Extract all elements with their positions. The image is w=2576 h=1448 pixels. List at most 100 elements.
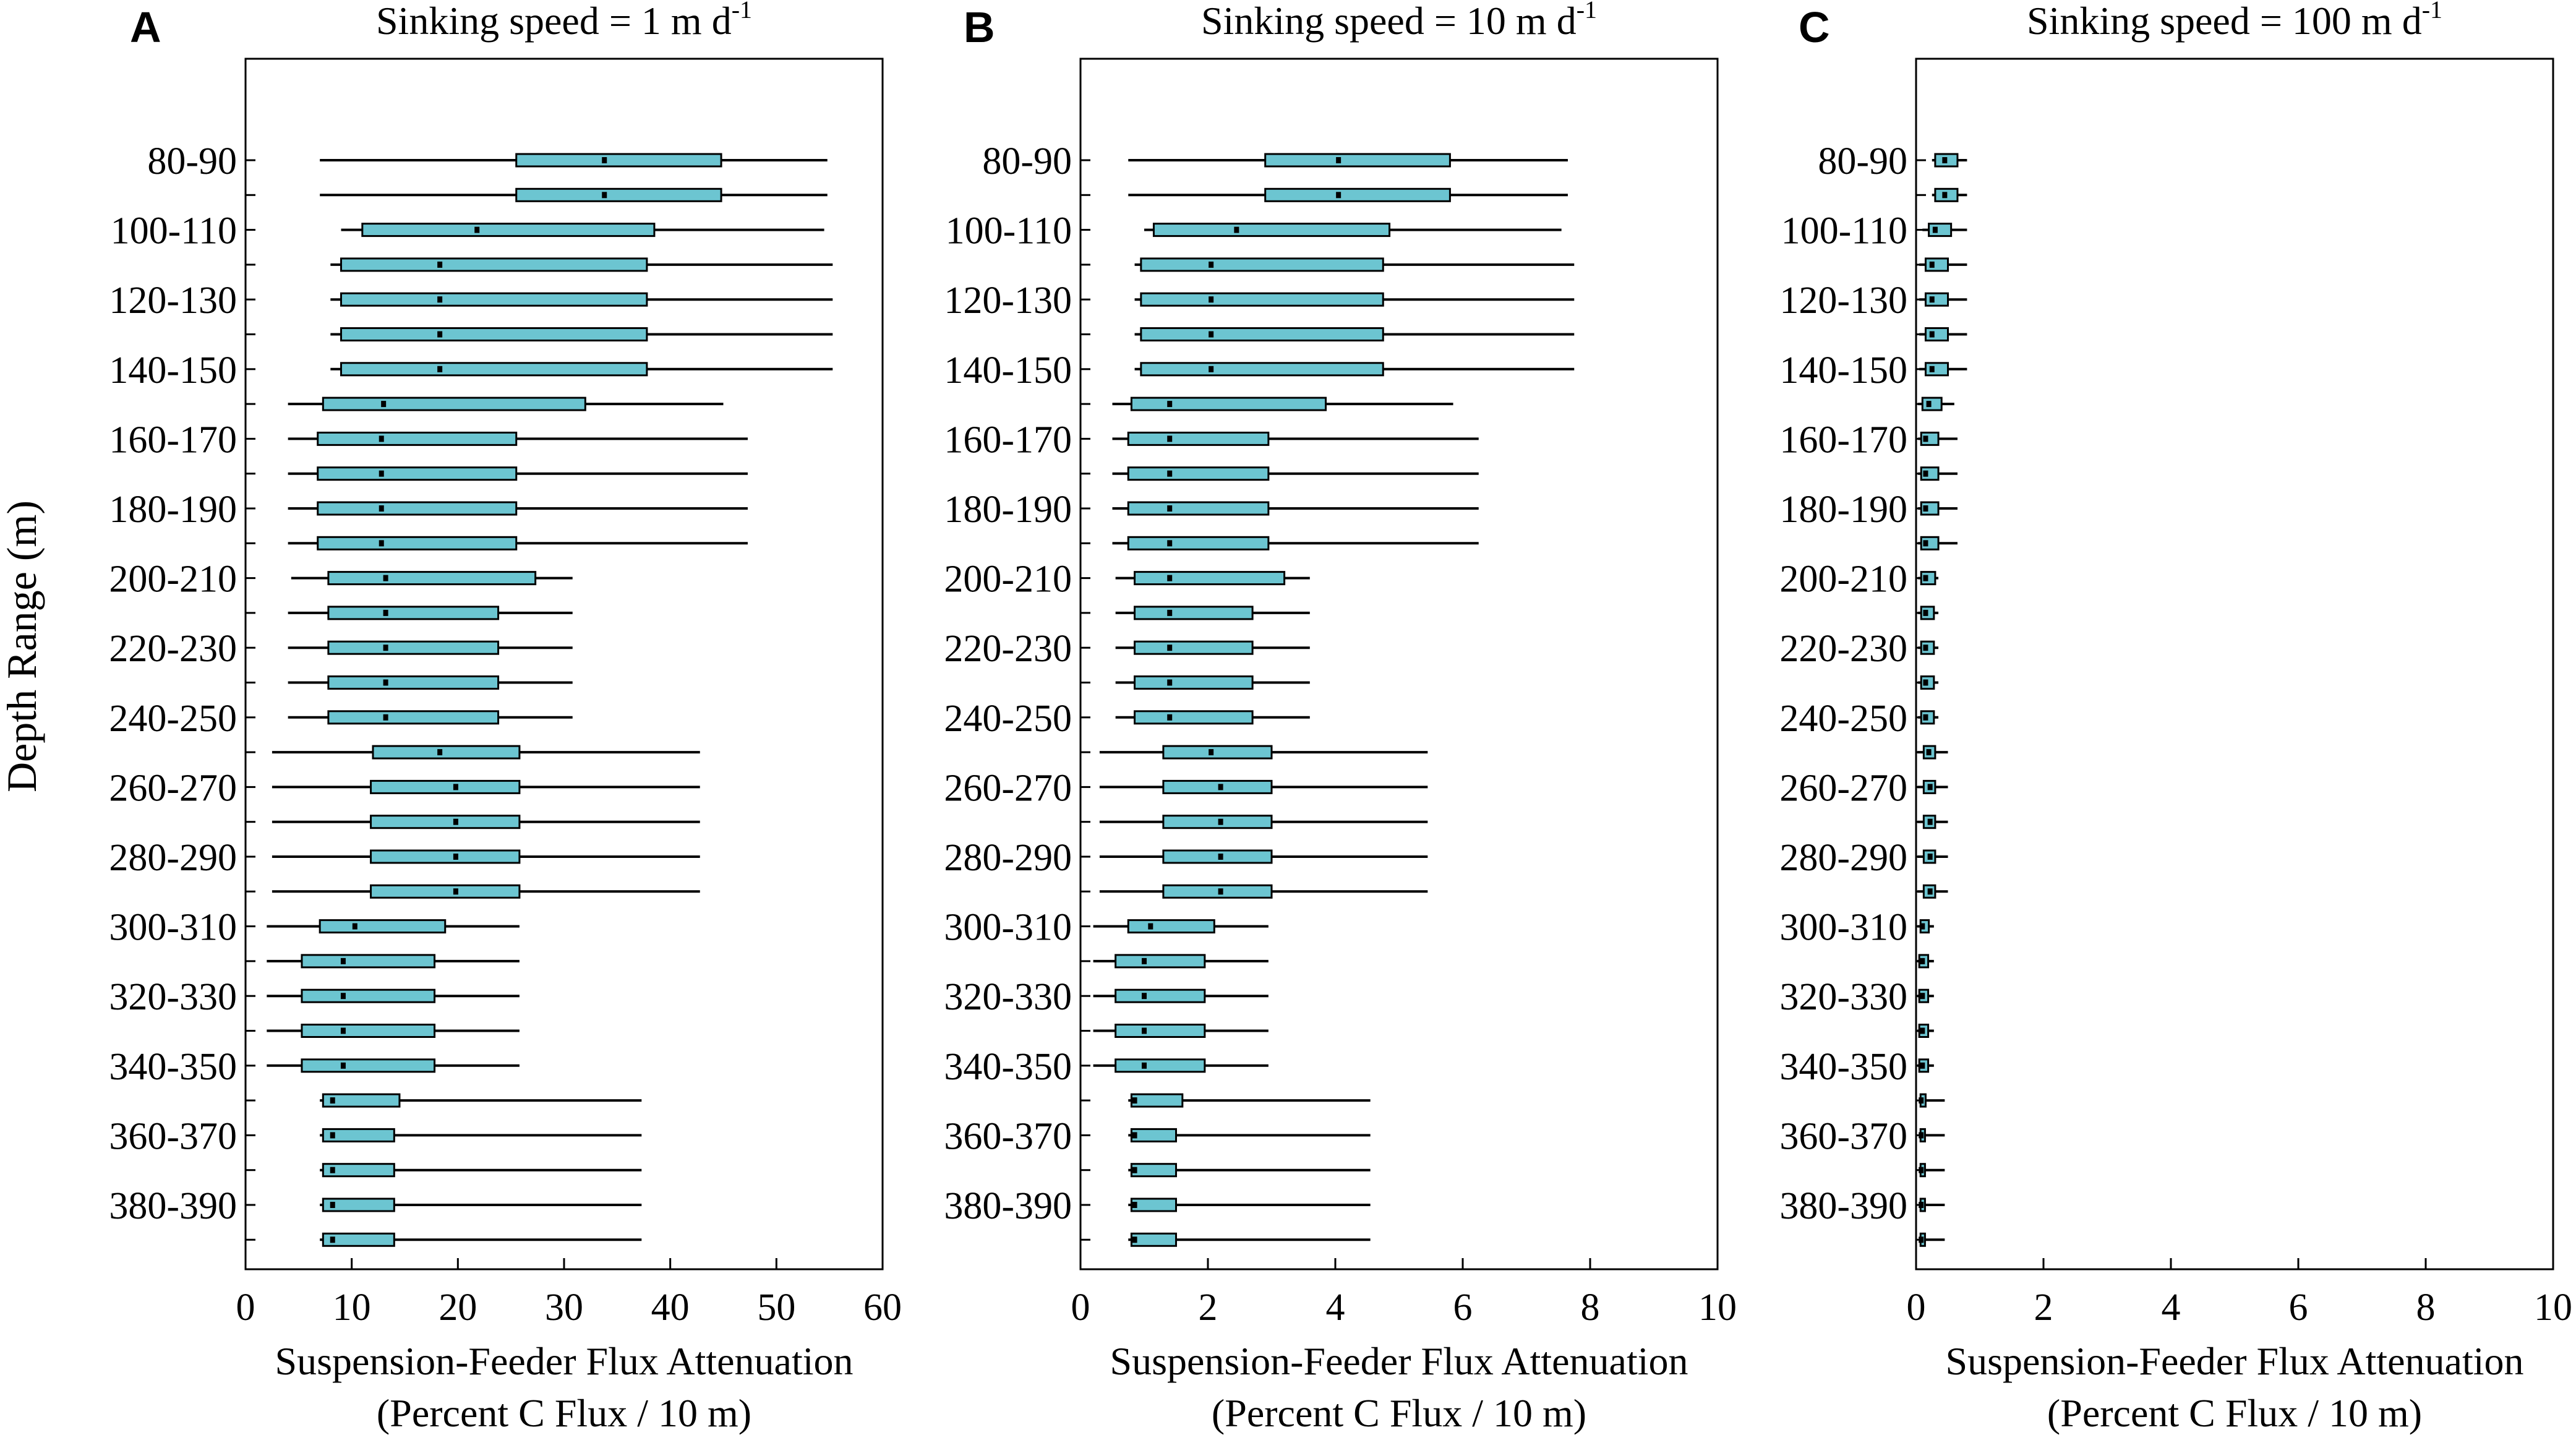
median-marker [383,575,388,581]
y-tick-label: 100-110 [1781,210,1907,252]
iqr-box [1264,187,1451,202]
depth-row-160-170 [1918,431,1958,446]
depth-row-90-100 [1932,187,1967,202]
y-tick-label: 180-190 [109,489,237,531]
median-marker [1218,818,1223,825]
iqr-box [301,988,436,1003]
depth-row-230-240 [288,675,573,690]
median-marker [1927,818,1933,825]
y-tick-label: 280-290 [1779,837,1907,879]
median-marker [1927,854,1933,860]
median-marker [1926,401,1932,408]
panel-title-main: Sinking speed = 1 m d [376,0,732,43]
iqr-box [1264,153,1451,168]
depth-row-280-290 [1917,849,1948,864]
median-marker [1148,923,1153,930]
y-tick-label: 300-310 [1779,907,1907,949]
median-marker [1923,505,1928,512]
y-tick-label: 280-290 [944,837,1072,879]
depth-row-310-320 [267,954,520,969]
depth-row-330-340 [267,1024,520,1038]
median-marker [352,923,357,930]
iqr-box [340,292,648,307]
y-tick-label: 380-390 [944,1185,1072,1227]
depth-row-100-110 [341,223,824,238]
y-tick-label: 280-290 [109,837,237,879]
depth-row-250-260 [272,745,700,760]
iqr-box [317,501,518,516]
median-marker [1923,609,1928,616]
depth-row-350-360 [1128,1093,1371,1108]
y-tick-label: 100-110 [111,210,237,252]
depth-row-80-90 [1932,153,1967,168]
depth-row-230-240 [1115,675,1310,690]
depth-row-310-320 [1093,954,1269,969]
depth-row-340-350 [267,1058,520,1073]
panel-title-superscript: -1 [2422,0,2442,24]
iqr-box [1924,362,1949,377]
depth-row-180-190 [1112,501,1479,516]
panel-title-main: Sinking speed = 100 m d [2027,0,2422,43]
y-tick-label: 340-350 [944,1046,1072,1088]
x-tick-label: 0 [236,1287,255,1329]
median-marker [437,749,443,756]
depth-row-80-90 [1128,153,1568,168]
depth-row-90-100 [320,187,828,202]
median-marker [1209,749,1214,756]
panel-a: A Sinking speed = 1 m d-1 0 10 20 30 40 50 60 80-… [109,0,902,1435]
y-tick-label: 380-390 [1779,1185,1907,1227]
x-axis-label-line1: Suspension-Feeder Flux Attenuation [1945,1339,2523,1383]
iqr-box [361,223,656,238]
depth-row-370-380 [1128,1163,1371,1178]
panel-c: C Sinking speed = 100 m d-1 0 2 4 6 8 10 80-90 10… [1779,0,2572,1435]
iqr-box [1162,745,1273,760]
y-tick-label: 340-350 [109,1046,237,1088]
iqr-box [1162,849,1273,864]
y-tick-label: 140-150 [109,349,237,392]
median-marker [1132,1202,1137,1208]
iqr-box [1162,815,1273,829]
depth-row-250-260 [1099,745,1428,760]
depth-row-360-370 [320,1128,642,1142]
depth-row-240-250 [1918,710,1939,725]
depth-row-290-300 [1099,884,1428,899]
depth-row-130-140 [1919,327,1967,341]
median-marker [1142,1027,1147,1034]
median-marker [474,226,480,233]
median-marker [1142,957,1147,964]
y-tick-label: 100-110 [946,210,1072,252]
median-marker [1942,192,1948,199]
median-marker [437,331,443,338]
median-marker [1923,470,1928,477]
depth-row-380-390 [1919,1197,1945,1212]
median-marker [1167,470,1173,477]
depth-row-260-270 [1917,779,1948,794]
iqr-box [322,1128,395,1142]
median-marker [1218,888,1223,895]
median-marker [330,1236,335,1243]
depth-row-230-240 [1918,675,1939,690]
iqr-box [322,1232,395,1247]
median-marker [1218,854,1223,860]
median-marker [437,366,443,372]
depth-row-170-180 [1918,466,1958,481]
depth-row-120-130 [1134,292,1575,307]
median-marker [1920,923,1925,930]
y-tick-label: 320-330 [944,976,1072,1018]
y-tick-label: 300-310 [944,907,1072,949]
iqr-box [1130,1232,1178,1247]
median-marker [1142,993,1147,1000]
median-marker [453,784,458,790]
depth-row-100-110 [1144,223,1562,238]
y-tick-label: 200-210 [944,559,1072,601]
depth-row-370-380 [320,1163,642,1178]
median-marker [602,157,607,163]
x-tick-label: 8 [2416,1287,2436,1329]
x-tick-label: 50 [757,1287,795,1329]
iqr-box [1134,606,1254,620]
depth-row-150-160 [288,396,724,411]
median-marker [1132,1097,1137,1104]
iqr-box [1115,1024,1206,1038]
depth-row-300-310 [267,919,520,934]
median-marker [1923,714,1928,721]
